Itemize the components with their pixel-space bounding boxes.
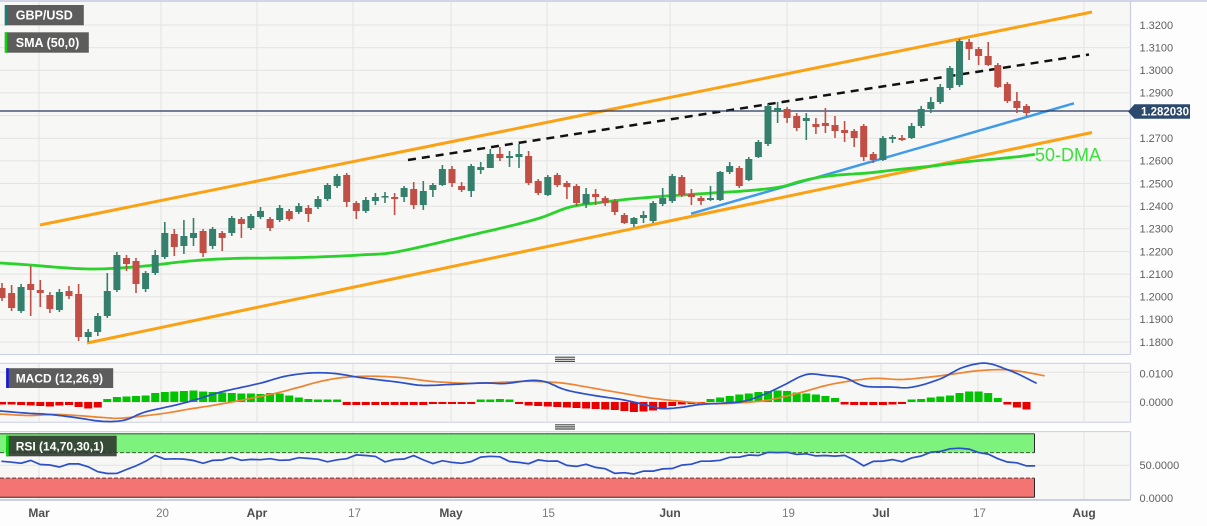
svg-text:RSI (14,70,30,1): RSI (14,70,30,1) xyxy=(16,440,104,454)
svg-text:1.3200: 1.3200 xyxy=(1140,20,1174,32)
svg-text:50.0000: 50.0000 xyxy=(1140,460,1180,472)
svg-text:Apr: Apr xyxy=(247,506,268,520)
svg-text:0.0100: 0.0100 xyxy=(1140,368,1174,380)
svg-text:Mar: Mar xyxy=(28,506,50,520)
svg-text:Jun: Jun xyxy=(659,506,680,520)
svg-text:1.2700: 1.2700 xyxy=(1140,133,1174,145)
svg-text:1.3000: 1.3000 xyxy=(1140,65,1174,77)
svg-text:0.0000: 0.0000 xyxy=(1140,493,1174,505)
svg-text:GBP/USD: GBP/USD xyxy=(16,9,73,23)
svg-text:1.2900: 1.2900 xyxy=(1140,88,1174,100)
svg-text:19: 19 xyxy=(782,508,795,520)
svg-text:15: 15 xyxy=(542,508,555,520)
svg-text:17: 17 xyxy=(973,508,986,520)
svg-text:50-DMA: 50-DMA xyxy=(1035,145,1101,165)
svg-text:1.2000: 1.2000 xyxy=(1140,292,1174,304)
svg-text:1.1900: 1.1900 xyxy=(1140,314,1174,326)
svg-text:1.2300: 1.2300 xyxy=(1140,224,1174,236)
svg-text:May: May xyxy=(439,506,463,520)
svg-text:1.2200: 1.2200 xyxy=(1140,246,1174,258)
svg-text:1.2600: 1.2600 xyxy=(1140,156,1174,168)
svg-text:MACD (12,26,9): MACD (12,26,9) xyxy=(16,372,103,386)
svg-text:17: 17 xyxy=(348,508,361,520)
svg-text:Jul: Jul xyxy=(872,506,889,520)
svg-text:1.2400: 1.2400 xyxy=(1140,201,1174,213)
svg-text:1.3100: 1.3100 xyxy=(1140,42,1174,54)
svg-text:20: 20 xyxy=(156,508,169,520)
svg-text:0.0000: 0.0000 xyxy=(1140,397,1174,409)
svg-text:1.282030: 1.282030 xyxy=(1141,107,1189,119)
svg-text:1.2100: 1.2100 xyxy=(1140,269,1174,281)
svg-text:1.2500: 1.2500 xyxy=(1140,178,1174,190)
svg-text:Aug: Aug xyxy=(1072,506,1095,520)
svg-text:SMA (50,0): SMA (50,0) xyxy=(16,36,79,50)
svg-text:1.1800: 1.1800 xyxy=(1140,337,1174,349)
